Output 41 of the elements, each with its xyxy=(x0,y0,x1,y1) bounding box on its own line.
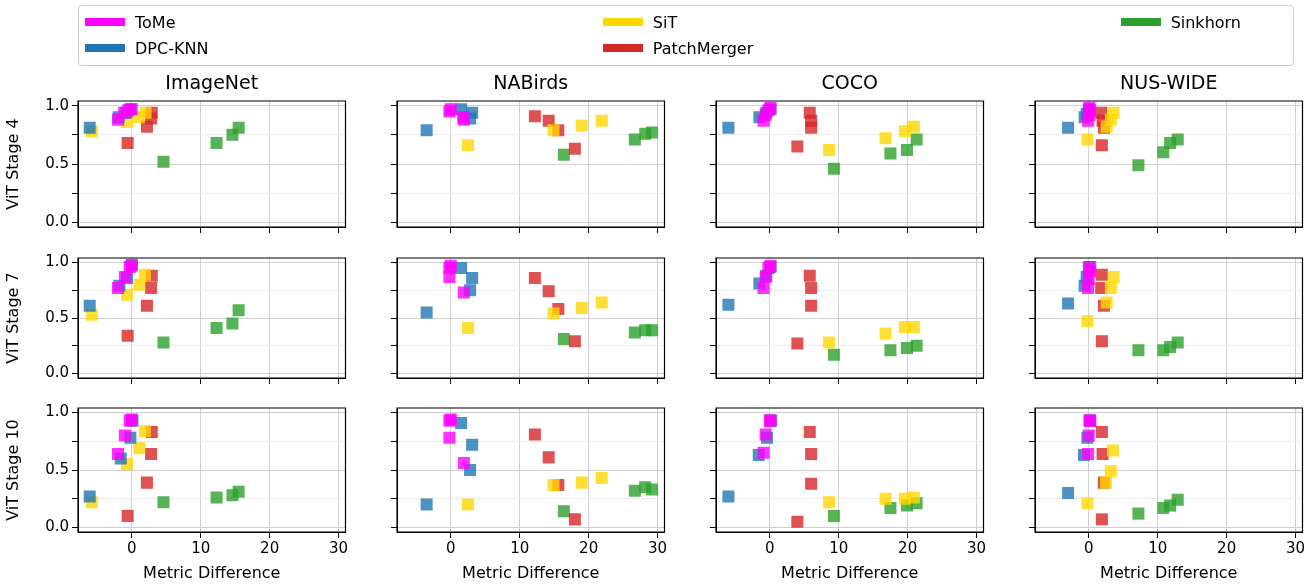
x-tick-label: 20 xyxy=(1217,538,1237,557)
chart-title: COCO xyxy=(821,71,878,94)
chart-title: NABirds xyxy=(493,71,569,94)
y-tick-label: 0.0 xyxy=(45,212,69,231)
legend-label: Sinkhorn xyxy=(1170,12,1241,32)
x-tick-label: 10 xyxy=(829,538,849,557)
x-axis-title: Metric Difference xyxy=(781,562,919,582)
y-axis-title: ViT Stage 4 xyxy=(2,118,22,210)
legend-label: ToMe xyxy=(135,12,176,32)
y-axis-title: ViT Stage 7 xyxy=(2,272,22,364)
y-tick-label: 0.5 xyxy=(45,153,69,172)
x-axis-title: Metric Difference xyxy=(1100,562,1238,582)
x-axis-title: Metric Difference xyxy=(143,562,281,582)
chart-title: ImageNet xyxy=(165,71,259,94)
y-tick-label: 1.0 xyxy=(45,252,69,271)
x-tick-label: 20 xyxy=(898,538,918,557)
x-tick-label: 0 xyxy=(127,538,137,557)
x-tick-label: 10 xyxy=(1148,538,1168,557)
x-tick-label: 0 xyxy=(446,538,456,557)
y-tick-label: 1.0 xyxy=(45,95,69,114)
x-tick-label: 0 xyxy=(765,538,775,557)
x-tick-label: 10 xyxy=(191,538,211,557)
x-tick-label: 20 xyxy=(579,538,599,557)
x-tick-label: 30 xyxy=(1286,538,1306,557)
x-tick-label: 30 xyxy=(967,538,987,557)
x-tick-label: 30 xyxy=(648,538,668,557)
chart-title: NUS-WIDE xyxy=(1120,71,1218,94)
y-tick-label: 0.5 xyxy=(45,459,69,478)
legend-label: SiT xyxy=(652,12,678,32)
legend-label: PatchMerger xyxy=(652,38,754,58)
legend-label: DPC-KNN xyxy=(135,38,209,58)
x-tick-label: 30 xyxy=(329,538,349,557)
x-tick-label: 0 xyxy=(1084,538,1094,557)
x-axis-title: Metric Difference xyxy=(462,562,600,582)
y-tick-label: 0.0 xyxy=(45,363,69,382)
x-tick-label: 20 xyxy=(260,538,280,557)
y-tick-label: 0.0 xyxy=(45,517,69,536)
x-tick-label: 10 xyxy=(510,538,530,557)
y-axis-title: ViT Stage 10 xyxy=(2,419,22,521)
y-tick-label: 1.0 xyxy=(45,402,69,421)
y-tick-label: 0.5 xyxy=(45,307,69,326)
